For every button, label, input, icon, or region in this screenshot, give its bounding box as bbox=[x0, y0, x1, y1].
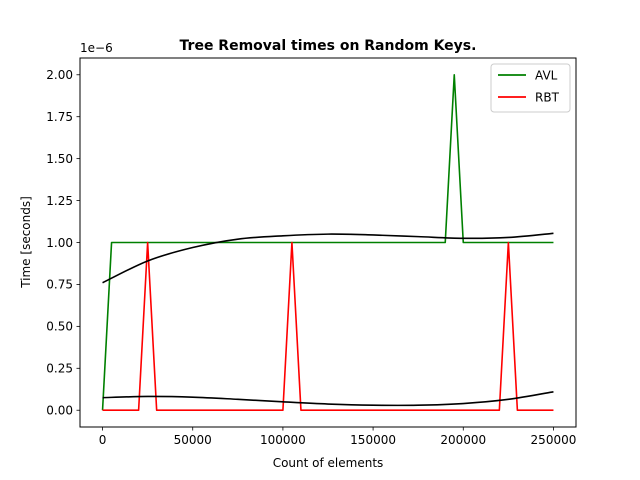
x-tick-label: 200000 bbox=[440, 433, 486, 447]
x-tick-label: 0 bbox=[99, 433, 107, 447]
plot-area bbox=[101, 73, 554, 412]
trend-line-avl bbox=[102, 232, 554, 284]
legend-label-rbt: RBT bbox=[535, 91, 560, 105]
legend-box bbox=[490, 63, 571, 113]
y-tick-label: 0.75 bbox=[46, 278, 73, 292]
x-axis-label: Count of elements bbox=[273, 456, 384, 470]
chart-title: Tree Removal times on Random Keys. bbox=[180, 38, 477, 54]
y-tick-label: 1.50 bbox=[46, 152, 73, 166]
series-line-avl bbox=[101, 73, 554, 411]
y-tick-label: 0.25 bbox=[46, 362, 73, 376]
x-tick-label: 150000 bbox=[350, 433, 396, 447]
legend: AVL RBT bbox=[490, 63, 571, 113]
trend-line-rbt bbox=[102, 390, 554, 407]
y-tick-label: 1.75 bbox=[46, 110, 73, 124]
y-tick-label: 1.00 bbox=[46, 236, 73, 250]
y-offset-label: 1e−6 bbox=[80, 41, 113, 55]
axis-ticks: 0 50000 100000 150000 200000 250000 0.00 0.25 0.… bbox=[46, 68, 576, 447]
y-tick-label: 0.00 bbox=[46, 404, 73, 418]
y-tick-label: 1.25 bbox=[46, 194, 73, 208]
x-tick-label: 100000 bbox=[260, 433, 306, 447]
x-tick-label: 250000 bbox=[531, 433, 577, 447]
x-tick-label: 50000 bbox=[174, 433, 212, 447]
legend-label-avl: AVL bbox=[535, 69, 558, 83]
y-tick-label: 2.00 bbox=[46, 68, 73, 82]
y-axis-label: Time [seconds] bbox=[19, 196, 33, 289]
series-line-rbt bbox=[102, 241, 554, 412]
y-tick-label: 0.50 bbox=[46, 320, 73, 334]
